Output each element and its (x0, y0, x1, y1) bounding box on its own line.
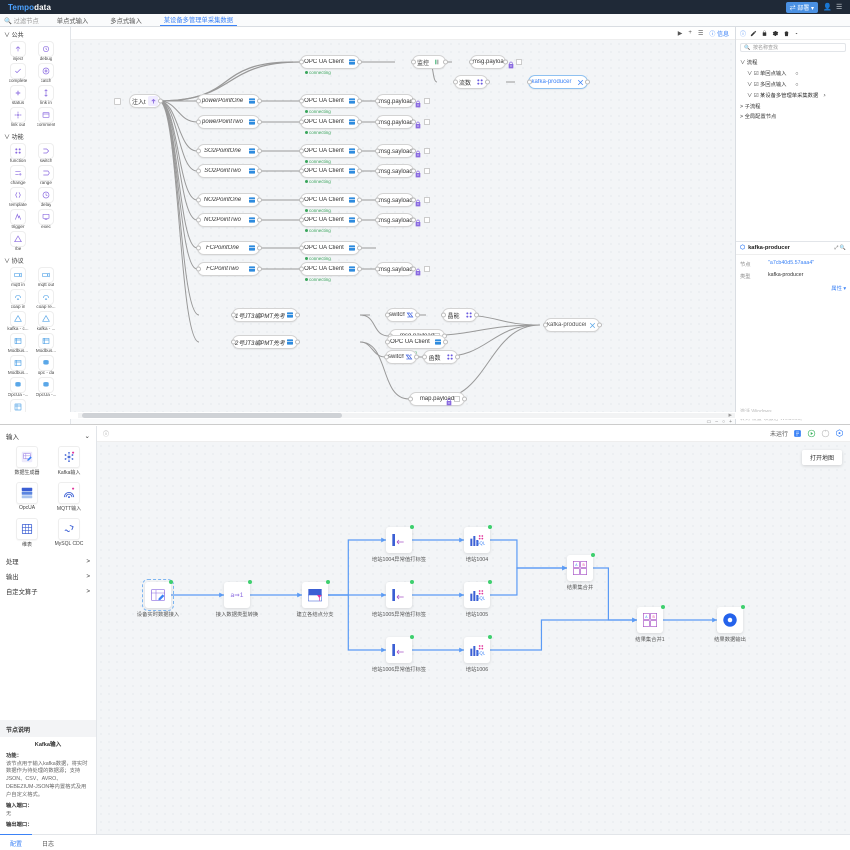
svg-text:a⇒1: a⇒1 (231, 592, 244, 599)
svg-text:SQL: SQL (477, 541, 485, 546)
svg-text:SQL: SQL (477, 596, 485, 601)
svg-text:SQL: SQL (477, 651, 485, 656)
